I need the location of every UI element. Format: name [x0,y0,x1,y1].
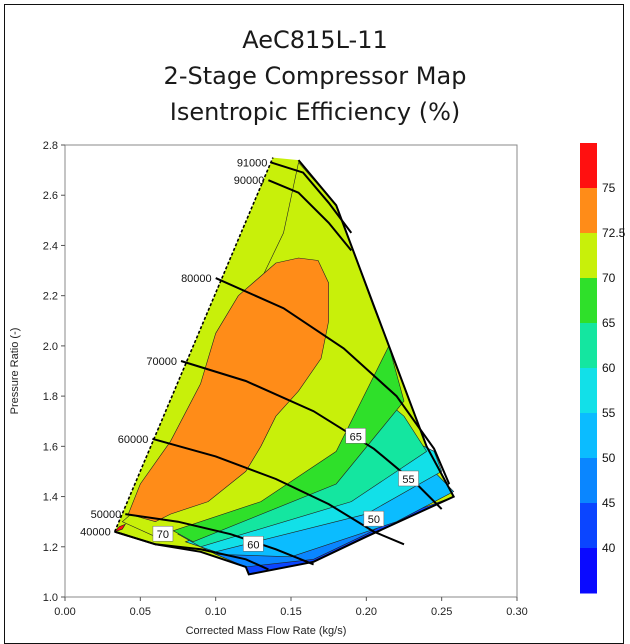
y-tick-label: 2.8 [43,140,58,152]
y-tick-label: 1.8 [43,391,58,403]
speed-label-60000: 60000 [118,434,149,446]
colorbar-segment [580,233,597,279]
speed-line-60000 [152,437,405,546]
colorbar-label-45: 45 [602,496,616,510]
colorbar-segment [580,368,597,414]
y-tick-label: 1.4 [43,492,58,504]
speed-line-50000 [125,513,314,566]
speed-lines: 40000 50000 60000 70000 80000 90000 91000 [80,158,451,571]
colorbar-label-40: 40 [602,541,616,555]
speed-line-70000 [180,360,443,510]
x-tick-label: 0.20 [356,606,377,618]
y-axis-title: Pressure Ratio (-) [9,328,21,415]
efficiency-label-50: 50 [368,514,380,526]
title-line-3: Isentropic Efficiency (%) [169,98,461,126]
chart-title: AeC815L-11 2-Stage Compressor Map Isentr… [0,22,630,130]
efficiency-label-box [243,536,264,552]
colorbar-segment [580,458,597,504]
speed-line-80000 [215,277,451,485]
efficiency-labels: 70 60 50 55 65 [152,428,419,552]
speed-label-70000: 70000 [146,356,177,368]
colorbar-segment [580,323,597,369]
colorbar: 40 45 50 55 60 65 70 72.5 75 [580,143,626,594]
efficiency-label-65: 65 [350,431,362,443]
x-tick-label: 0.10 [205,606,226,618]
map-boundary [114,159,456,576]
efficiency-region-75 [127,257,329,523]
colorbar-label-50: 50 [602,451,616,465]
efficiency-label-box [345,428,367,444]
speed-line-90000 [268,179,353,252]
colorbar-label-72.5: 72.5 [602,226,626,240]
y-tick-label: 1.6 [43,441,58,453]
speed-label-40000: 40000 [80,527,111,539]
colorbar-label-70: 70 [602,271,616,285]
colorbar-label-60: 60 [602,361,616,375]
title-line-2: 2-Stage Compressor Map [163,62,467,90]
title-line-1: AeC815L-11 [242,26,388,54]
colorbar-segment [580,413,597,459]
speed-label-50000: 50000 [91,509,122,521]
speed-line-40000 [114,530,269,571]
y-tick-label: 2.2 [43,291,58,303]
efficiency-label-box [363,510,385,527]
speed-label-90000: 90000 [234,175,265,187]
speed-line-91000 [271,161,353,234]
x-axis-title: Corrected Mass Flow Rate (kg/s) [186,625,347,637]
colorbar-segment [580,278,597,324]
colorbar-label-75: 75 [602,181,616,195]
x-tick-label: 0.05 [130,606,151,618]
y-tick-label: 2.6 [43,190,58,202]
efficiency-label-60: 60 [247,539,259,551]
colorbar-label-65: 65 [602,316,616,330]
colorbar-segment [580,143,597,189]
x-tick-label: 0.15 [280,606,301,618]
speed-label-91000: 91000 [237,158,268,170]
efficiency-region-peak [113,523,127,533]
y-tick-label: 1.0 [43,592,58,604]
efficiency-label-55: 55 [402,474,414,486]
speed-label-80000: 80000 [181,273,212,285]
x-tick-label: 0.30 [506,606,527,618]
colorbar-segment [580,188,597,234]
efficiency-label-70: 70 [157,529,169,541]
efficiency-label-box [398,470,419,487]
axes: 0.00 0.05 0.10 0.15 0.20 0.25 0.30 1.0 1.2 1.4 1.6… [43,140,528,618]
colorbar-segment [580,503,597,549]
x-tick-label: 0.00 [54,606,75,618]
y-tick-label: 2.0 [43,341,58,353]
efficiency-label-box [152,525,174,542]
colorbar-segment [580,548,597,594]
colorbar-label-55: 55 [602,406,616,420]
x-tick-label: 0.25 [431,606,452,618]
surge-line [113,157,274,533]
y-tick-label: 1.2 [43,542,58,554]
y-tick-label: 2.4 [43,240,58,252]
